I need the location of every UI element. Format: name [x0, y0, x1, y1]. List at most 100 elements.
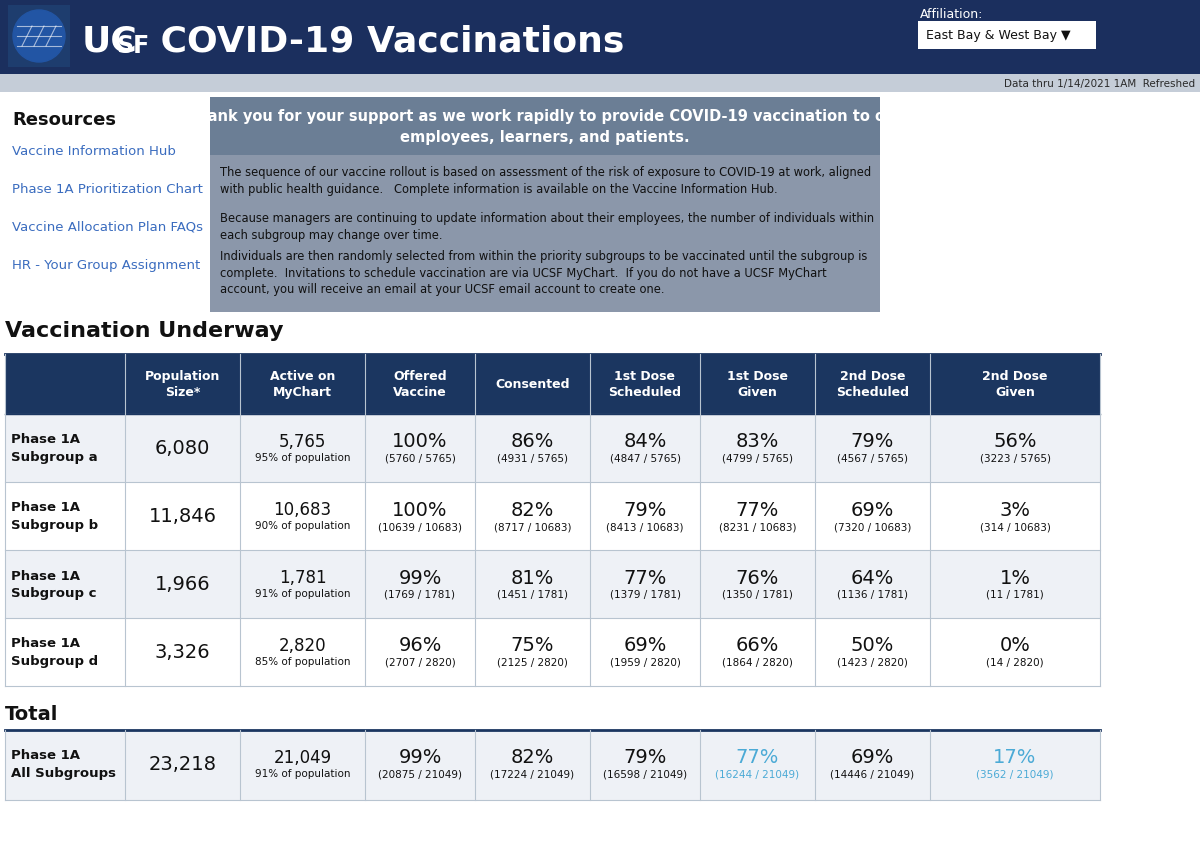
- Text: Data thru 1/14/2021 1AM  Refreshed: Data thru 1/14/2021 1AM Refreshed: [1004, 78, 1195, 89]
- Text: (14446 / 21049): (14446 / 21049): [830, 769, 914, 779]
- Text: SF: SF: [116, 34, 149, 58]
- Text: 64%: 64%: [851, 568, 894, 587]
- Text: 2nd Dose
Scheduled: 2nd Dose Scheduled: [836, 370, 910, 399]
- Text: (1350 / 1781): (1350 / 1781): [722, 589, 793, 599]
- Text: (2707 / 2820): (2707 / 2820): [385, 657, 455, 668]
- Text: HR - Your Group Assignment: HR - Your Group Assignment: [12, 259, 200, 272]
- Text: (1959 / 2820): (1959 / 2820): [610, 657, 680, 668]
- Text: (8231 / 10683): (8231 / 10683): [719, 522, 797, 532]
- Bar: [0, 0, 1200, 75]
- Bar: [5, 550, 1100, 619]
- Text: Subgroup c: Subgroup c: [11, 587, 96, 600]
- Text: (4931 / 5765): (4931 / 5765): [497, 453, 568, 463]
- Bar: [5, 483, 1100, 550]
- Text: Vaccine Information Hub: Vaccine Information Hub: [12, 145, 176, 158]
- Text: 91% of population: 91% of population: [254, 768, 350, 778]
- Text: 0%: 0%: [1000, 636, 1031, 655]
- Bar: [8, 6, 70, 68]
- Text: (1136 / 1781): (1136 / 1781): [838, 589, 908, 599]
- Text: 2,820: 2,820: [278, 636, 326, 654]
- Bar: [5, 414, 1100, 483]
- Text: 23,218: 23,218: [149, 755, 216, 774]
- Text: UC: UC: [82, 25, 138, 59]
- Text: (17224 / 21049): (17224 / 21049): [491, 769, 575, 779]
- Text: 1,781: 1,781: [278, 568, 326, 587]
- Text: (3562 / 21049): (3562 / 21049): [977, 769, 1054, 779]
- Text: 69%: 69%: [851, 748, 894, 766]
- Text: (8717 / 10683): (8717 / 10683): [493, 522, 571, 532]
- Text: COVID-19 Vaccinations: COVID-19 Vaccinations: [148, 25, 624, 59]
- Bar: [210, 98, 880, 156]
- Text: 1,966: 1,966: [155, 575, 210, 594]
- Text: 95% of population: 95% of population: [254, 452, 350, 463]
- Text: Phase 1A: Phase 1A: [11, 636, 80, 650]
- Text: 17%: 17%: [994, 748, 1037, 766]
- Text: 79%: 79%: [623, 500, 667, 519]
- Text: 21,049: 21,049: [274, 748, 331, 766]
- Text: Consented: Consented: [496, 378, 570, 391]
- Text: 1st Dose
Scheduled: 1st Dose Scheduled: [608, 370, 682, 399]
- Text: (1451 / 1781): (1451 / 1781): [497, 589, 568, 599]
- Text: Phase 1A: Phase 1A: [11, 749, 80, 761]
- Text: Phase 1A: Phase 1A: [11, 500, 80, 514]
- Circle shape: [13, 11, 65, 63]
- Text: Vaccination Underway: Vaccination Underway: [5, 321, 283, 341]
- Text: (314 / 10683): (314 / 10683): [979, 522, 1050, 532]
- Text: 10,683: 10,683: [274, 500, 331, 518]
- Text: 3%: 3%: [1000, 500, 1031, 519]
- Text: 50%: 50%: [851, 636, 894, 655]
- Text: 56%: 56%: [994, 432, 1037, 451]
- Text: (2125 / 2820): (2125 / 2820): [497, 657, 568, 668]
- Text: 66%: 66%: [736, 636, 779, 655]
- Text: 3,326: 3,326: [155, 643, 210, 662]
- Text: Phase 1A: Phase 1A: [11, 433, 80, 446]
- Text: (5760 / 5765): (5760 / 5765): [384, 453, 456, 463]
- Bar: [918, 22, 1096, 50]
- Text: 91% of population: 91% of population: [254, 588, 350, 598]
- Text: 82%: 82%: [511, 500, 554, 519]
- Text: 75%: 75%: [511, 636, 554, 655]
- Bar: [5, 730, 1100, 798]
- Text: Phase 1A Prioritization Chart: Phase 1A Prioritization Chart: [12, 183, 203, 196]
- Text: 1st Dose
Given: 1st Dose Given: [727, 370, 788, 399]
- Text: 90% of population: 90% of population: [254, 521, 350, 530]
- Text: (4847 / 5765): (4847 / 5765): [610, 453, 680, 463]
- Text: 69%: 69%: [851, 500, 894, 519]
- Text: 84%: 84%: [623, 432, 667, 451]
- Text: Individuals are then randomly selected from within the priority subgroups to be : Individuals are then randomly selected f…: [220, 250, 868, 295]
- Text: 5,765: 5,765: [278, 432, 326, 451]
- Text: (16244 / 21049): (16244 / 21049): [715, 769, 799, 779]
- Text: (4799 / 5765): (4799 / 5765): [722, 453, 793, 463]
- Text: Population
Size*: Population Size*: [145, 370, 220, 399]
- Text: Because managers are continuing to update information about their employees, the: Because managers are continuing to updat…: [220, 212, 874, 241]
- Text: (1864 / 2820): (1864 / 2820): [722, 657, 793, 668]
- Text: 76%: 76%: [736, 568, 779, 587]
- Text: 77%: 77%: [736, 748, 779, 766]
- Text: 82%: 82%: [511, 748, 554, 766]
- Text: 77%: 77%: [736, 500, 779, 519]
- Text: 99%: 99%: [398, 568, 442, 587]
- Text: (8413 / 10683): (8413 / 10683): [606, 522, 684, 532]
- Text: (7320 / 10683): (7320 / 10683): [834, 522, 911, 532]
- Bar: [0, 75, 1200, 93]
- Text: 99%: 99%: [398, 748, 442, 766]
- Bar: [5, 354, 1100, 414]
- Text: 1%: 1%: [1000, 568, 1031, 587]
- Text: 2nd Dose
Given: 2nd Dose Given: [983, 370, 1048, 399]
- Text: 81%: 81%: [511, 568, 554, 587]
- Text: Total: Total: [5, 704, 59, 723]
- Text: 96%: 96%: [398, 636, 442, 655]
- Text: 100%: 100%: [392, 500, 448, 519]
- Text: East Bay & West Bay ▼: East Bay & West Bay ▼: [925, 30, 1070, 42]
- Text: 11,846: 11,846: [149, 507, 216, 526]
- Text: 83%: 83%: [736, 432, 779, 451]
- Text: Active on
MyChart: Active on MyChart: [270, 370, 335, 399]
- Text: (14 / 2820): (14 / 2820): [986, 657, 1044, 668]
- Text: 79%: 79%: [623, 748, 667, 766]
- Text: Resources: Resources: [12, 111, 116, 129]
- Text: (20875 / 21049): (20875 / 21049): [378, 769, 462, 779]
- Text: (4567 / 5765): (4567 / 5765): [838, 453, 908, 463]
- Text: 6,080: 6,080: [155, 439, 210, 458]
- Text: (16598 / 21049): (16598 / 21049): [602, 769, 688, 779]
- Text: Subgroup d: Subgroup d: [11, 655, 98, 668]
